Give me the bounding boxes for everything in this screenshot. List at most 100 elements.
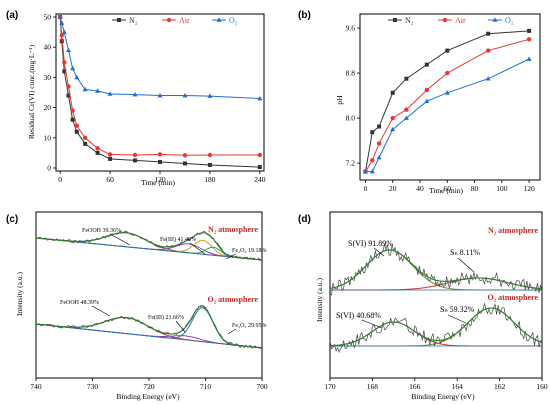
x-tick-label: 166 [409, 382, 421, 391]
data-point [404, 76, 409, 81]
data-point [108, 156, 113, 161]
data-point [74, 74, 80, 80]
series-line-2 [365, 58, 530, 173]
y-tick-label: 50 [44, 13, 52, 22]
fit-envelope [329, 249, 543, 290]
legend-label: N₂ [405, 16, 414, 25]
x-tick-label: 0 [364, 184, 368, 193]
plot-frame [55, 13, 265, 172]
data-point [445, 70, 450, 76]
data-point [486, 31, 491, 36]
data-point [59, 20, 65, 25]
x-tick-label: 240 [254, 175, 266, 184]
annotation-arrow [457, 257, 475, 273]
peak-annotation: FeOOH 39.36% [82, 228, 121, 234]
x-tick-label: 710 [200, 382, 212, 391]
data-point [182, 153, 188, 158]
panel-d-xlabel: Binding Energy (eV) [411, 392, 475, 401]
panel-a-ylabel: Residual Cr(VI) conc.(mg·L⁻¹) [27, 44, 36, 139]
legend-label: Air [179, 16, 190, 25]
x-tick-label: 120 [154, 175, 166, 184]
annotation-arrow [109, 233, 131, 246]
plot-frame [329, 211, 543, 379]
y-tick-label: 0 [47, 163, 51, 172]
panel-d-ylabel: Intensity (a.u.) [315, 278, 324, 322]
x-tick-label: 720 [143, 382, 155, 391]
data-point [95, 146, 100, 151]
x-tick-label: 40 [416, 184, 424, 193]
atmosphere-label: O₂ atmosphere [208, 295, 259, 304]
data-point [107, 91, 113, 96]
panel-a-label: (a) [6, 10, 18, 21]
legend-label: O₂ [229, 16, 238, 25]
data-point [95, 88, 101, 93]
data-point [485, 76, 491, 81]
x-tick-label: 0 [58, 175, 62, 184]
data-point [257, 95, 263, 101]
annotation-arrow [227, 328, 237, 335]
data-point [207, 93, 213, 98]
series-line-1 [59, 16, 260, 156]
data-point [527, 28, 532, 33]
panel-a: (a) Time (min) Residual Cr(VI) conc.(mg·… [6, 10, 266, 187]
x-tick-label: 740 [30, 382, 42, 391]
data-point [61, 29, 67, 34]
data-point [376, 154, 382, 160]
legend-marker [166, 17, 172, 23]
data-point [257, 165, 262, 170]
data-point [95, 150, 100, 155]
x-tick-label: 162 [494, 382, 506, 391]
data-point [59, 39, 64, 44]
x-tick-label: 100 [496, 184, 508, 193]
legend-label: O₂ [505, 16, 514, 25]
atmosphere-label: O₂ atmosphere [488, 293, 539, 302]
panel-c-xlabel: Binding Energy (eV) [116, 392, 180, 401]
legend-label: Air [455, 16, 466, 25]
x-tick-label: 20 [389, 184, 397, 193]
data-point [182, 92, 188, 98]
annotation-arrow [361, 319, 383, 329]
y-tick-label: 10 [44, 133, 52, 142]
data-point [390, 115, 395, 121]
data-point [403, 115, 409, 120]
peak-annotation: Fe₂O₃ 29.95% [232, 323, 267, 329]
x-tick-label: 164 [452, 382, 464, 391]
y-tick-label: 9.6 [346, 24, 356, 33]
data-point [74, 129, 79, 134]
x-tick-label: 180 [204, 175, 216, 184]
data-point [82, 135, 88, 140]
data-point [74, 123, 80, 128]
fit-envelope [35, 305, 263, 349]
x-tick-label: 730 [87, 382, 99, 391]
series-line-2 [59, 16, 260, 99]
y-tick-label: 40 [44, 43, 52, 52]
plot-frame [359, 13, 541, 181]
data-point [424, 62, 429, 67]
data-point [59, 32, 65, 38]
panel-c-label: (c) [6, 214, 18, 225]
data-point [207, 152, 213, 158]
data-point [133, 158, 138, 163]
data-point [70, 117, 75, 122]
data-point [107, 152, 113, 157]
peak-annotation: S(VI) 91.89% [348, 239, 393, 248]
legend-marker [393, 18, 397, 22]
background-line [35, 323, 263, 349]
data-point [445, 48, 450, 53]
panel-b-xlabel: Time (min) [429, 186, 464, 195]
y-tick-label: 30 [44, 73, 52, 82]
annotation-arrow [373, 247, 385, 257]
x-tick-label: 170 [324, 382, 336, 391]
data-point [376, 141, 382, 146]
series-line-0 [59, 16, 260, 168]
x-tick-label: 700 [256, 382, 268, 391]
peak-annotation: Sₙ 8.11% [450, 248, 480, 257]
data-point [83, 141, 88, 146]
y-tick-label: 20 [44, 103, 52, 112]
annotation-arrow [447, 314, 467, 324]
fit-envelope [35, 232, 263, 261]
x-tick-label: 60 [444, 184, 452, 193]
raw-spectrum [329, 302, 543, 354]
data-point [424, 87, 430, 93]
